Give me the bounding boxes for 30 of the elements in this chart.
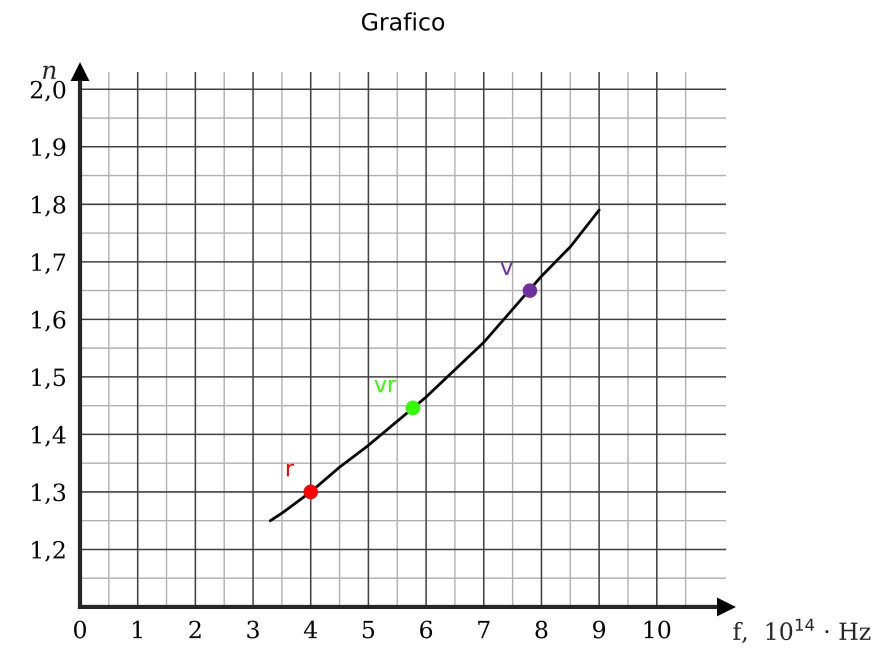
x-tick-label: 7 [478,620,490,638]
x-tick-label: 3 [247,620,259,638]
x-tick-label: 9 [593,620,606,638]
series-label: r [286,464,294,476]
y-tick-label: 1,4 [32,426,66,447]
x-tick-label: 5 [362,620,374,638]
y-tick-label: 1,8 [32,196,66,216]
x-tick-label: 2 [189,620,201,638]
y-tick-label: 1,9 [32,138,66,159]
x-tick-label: 8 [536,620,548,638]
chart-title: Grafico [362,12,444,31]
x-tick-label: 1 [133,620,142,638]
y-tick-label: 1,6 [32,310,66,332]
y-tick-label: 1,2 [32,540,65,562]
point [303,484,318,500]
x-tick-label: 0 [74,620,86,638]
point [406,400,420,416]
y-tick-label: 1,5 [32,368,65,390]
y-tick-label: 2,0 [30,80,66,102]
y-axis-title: n [43,66,56,79]
series-label: vr [374,380,396,392]
y-tick-label: 1,7 [32,253,66,274]
x-tick-label: 6 [420,620,432,638]
line-series [268,208,601,522]
y-tick-label: 1,3 [32,483,66,504]
x-tick-label: 4 [304,620,318,638]
series-label: v [500,262,513,275]
point [522,283,538,298]
x-axis-title: f, 10$^{14}$ · Hz [733,618,870,644]
x-tick-label: 10 [644,620,670,638]
